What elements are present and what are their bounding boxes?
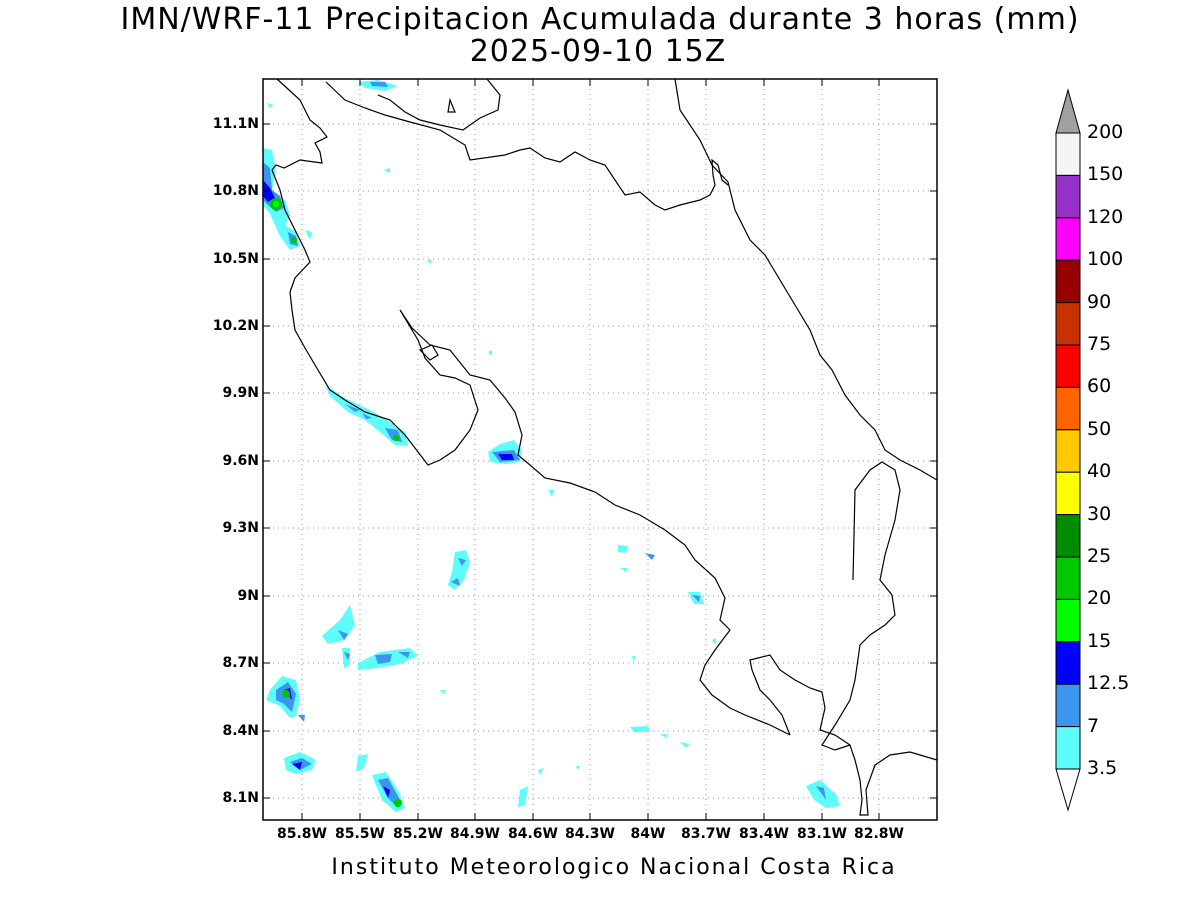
lat-label: 9N [237, 588, 259, 604]
colorbar-label: 75 [1087, 333, 1112, 355]
map-timestamp: 2025-09-10 15Z [469, 34, 727, 69]
colorbar-label: 7 [1087, 715, 1100, 737]
lat-label: 8.4N [222, 723, 259, 739]
colorbar-label: 3.5 [1087, 757, 1118, 779]
lon-label: 84W [630, 826, 666, 842]
lat-label: 10.8N [212, 183, 259, 199]
colorbar-label: 50 [1087, 418, 1112, 440]
lon-label: 85.2W [393, 826, 443, 842]
colorbar-label: 100 [1087, 248, 1124, 270]
lon-label: 83.4W [739, 826, 789, 842]
tick-marks [263, 79, 937, 820]
lon-label: 83.1W [797, 826, 847, 842]
lon-grid [301, 79, 880, 820]
lon-label: 83.7W [681, 826, 731, 842]
precipitation-areas [263, 80, 840, 812]
colorbar-label: 40 [1087, 460, 1112, 482]
colorbar-label: 20 [1087, 587, 1112, 609]
lat-grid [263, 123, 937, 799]
lon-label: 85.8W [277, 826, 327, 842]
lat-label: 9.6N [222, 453, 259, 469]
lat-label: 9.3N [222, 520, 259, 536]
colorbar-label: 60 [1087, 375, 1112, 397]
colorbar-label: 150 [1087, 163, 1124, 185]
lon-label: 84.3W [565, 826, 615, 842]
colorbar-label: 90 [1087, 291, 1112, 313]
map-frame [262, 78, 938, 821]
lon-label: 82.8W [854, 826, 904, 842]
lat-label: 11.1N [212, 116, 259, 132]
colorbar-label: 25 [1087, 545, 1112, 567]
coastline [271, 78, 938, 816]
lon-label: 85.5W [335, 826, 385, 842]
institution-footer: Instituto Meteorologico Nacional Costa R… [331, 855, 897, 880]
lat-label: 9.9N [222, 385, 259, 401]
colorbar-label: 120 [1087, 206, 1124, 228]
colorbar-label: 15 [1087, 630, 1112, 652]
lat-label: 10.2N [212, 318, 259, 334]
lat-label: 10.5N [212, 251, 259, 267]
lon-label: 84.6W [508, 826, 558, 842]
map-title: IMN/WRF-11 Precipitacion Acumulada duran… [120, 2, 1080, 37]
lat-label: 8.7N [222, 655, 259, 671]
colorbar-label: 30 [1087, 503, 1112, 525]
lon-label: 84.9W [450, 826, 500, 842]
colorbar-label: 12.5 [1087, 672, 1130, 694]
colorbar-label: 200 [1087, 121, 1124, 143]
lat-label: 8.1N [222, 790, 259, 806]
